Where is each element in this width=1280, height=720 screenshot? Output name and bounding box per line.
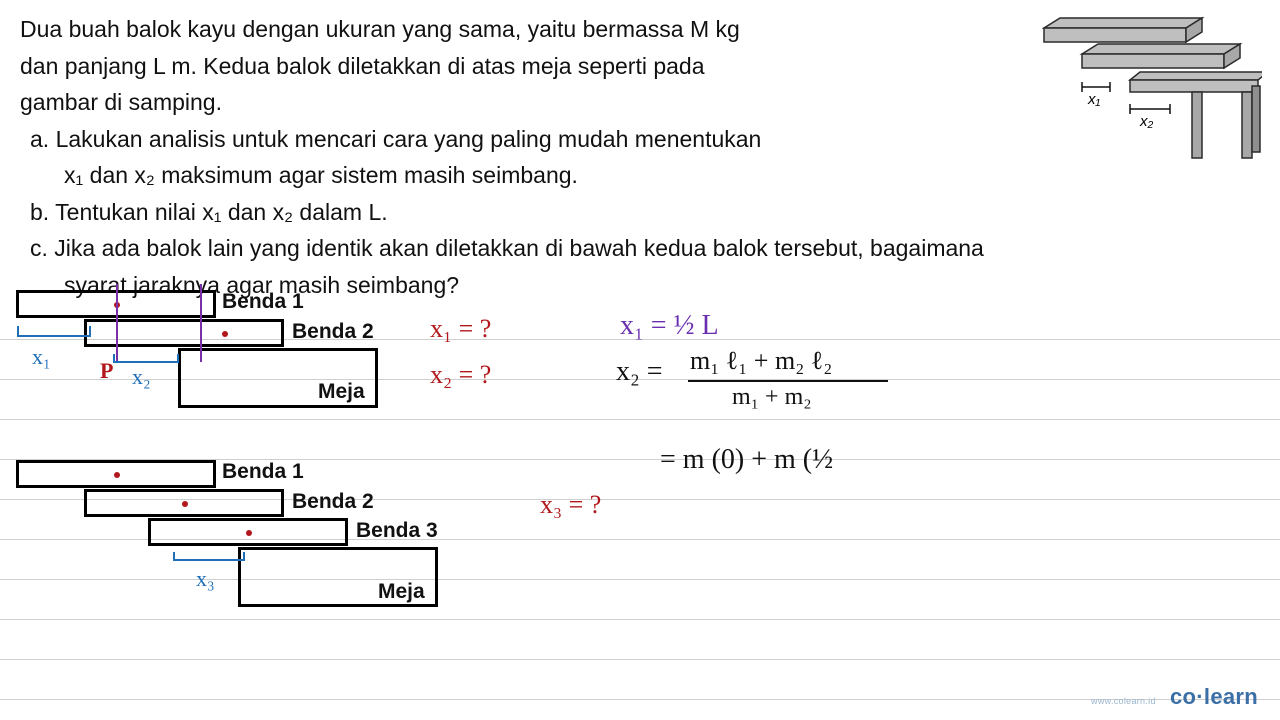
- q-b: b. Tentukan nilai x₁ dan x₂ dalam L.: [20, 195, 1020, 230]
- problem-text: Dua buah balok kayu dengan ukuran yang s…: [20, 12, 1020, 304]
- footer-brand-b: learn: [1204, 684, 1258, 709]
- q-a-2: x₁ dan x₂ maksimum agar sistem masih sei…: [20, 158, 1020, 193]
- fig-x1-label: x₁: [1087, 91, 1101, 108]
- footer: www.colearn.id co·learn: [1091, 684, 1258, 710]
- hw-x1q: x₁ = ?: [430, 314, 491, 344]
- fig-block-1: [1044, 18, 1202, 42]
- hw-ans1: x₁ = ½ L: [620, 310, 719, 342]
- hw-ans3: = m (0) + m (½: [660, 444, 833, 476]
- intro-line-3: gambar di samping.: [20, 85, 1020, 120]
- d2-x3-label: x₃: [196, 566, 215, 592]
- d2-label-benda2: Benda 2: [292, 490, 374, 514]
- d2-label-benda1: Benda 1: [222, 460, 304, 484]
- d1-label-benda2: Benda 2: [292, 320, 374, 344]
- fig-block-2: [1082, 44, 1240, 68]
- d1-p-label: P: [100, 358, 113, 384]
- d2-label-benda3: Benda 3: [356, 519, 438, 543]
- hw-ans2-lhs: x₂ =: [616, 356, 663, 388]
- d1-vline-2: [200, 284, 202, 362]
- d2-cg-dot2: [182, 501, 188, 507]
- d1-x1-bracket: [14, 322, 94, 350]
- d1-label-benda1: Benda 1: [222, 290, 304, 314]
- q-a-1: a. Lakukan analisis untuk mencari cara y…: [20, 122, 1020, 157]
- footer-brand-a: co: [1170, 684, 1196, 709]
- intro-line-2: dan panjang L m. Kedua balok diletakkan …: [20, 49, 1020, 84]
- d1-cg-dot2: [222, 331, 228, 337]
- hw-ans2-den: m₁ + m₂: [732, 384, 812, 411]
- q-c-1: c. Jika ada balok lain yang identik akan…: [20, 231, 1260, 266]
- d1-x2-label: x₂: [132, 364, 151, 390]
- hw-ans2-num: m₁ ℓ₁ + m₂ ℓ₂: [690, 346, 832, 376]
- d1-label-meja: Meja: [318, 380, 365, 404]
- d2-label-meja: Meja: [378, 580, 425, 604]
- d1-block2: [84, 319, 284, 347]
- d2-cg-dot1: [114, 472, 120, 478]
- d1-x1-label: x₁: [32, 344, 51, 370]
- hw-frac-line: [688, 380, 888, 382]
- hw-x3q: x₃ = ?: [540, 490, 601, 520]
- hw-x2q: x₂ = ?: [430, 360, 491, 390]
- handwritten-work: Benda 1 Benda 2 Meja x₁ x₂ P Benda 1 Ben…: [0, 284, 1280, 704]
- footer-url: www.colearn.id: [1091, 696, 1156, 706]
- fig-x2-label: x₂: [1139, 113, 1154, 130]
- intro-line-1: Dua buah balok kayu dengan ukuran yang s…: [20, 12, 1020, 47]
- printed-figure: x₁ x₂: [1042, 14, 1262, 164]
- d2-cg-dot3: [246, 530, 252, 536]
